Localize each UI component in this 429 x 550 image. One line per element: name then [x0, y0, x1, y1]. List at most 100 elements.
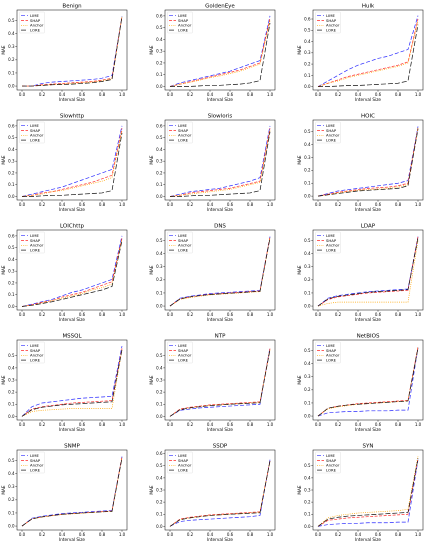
x-tick-label: 1.0 — [119, 312, 126, 317]
y-tick-label: 0.5 — [156, 353, 163, 358]
y-axis-label: MAE — [1, 485, 6, 494]
legend-label-shap: SHAP — [30, 238, 41, 243]
y-tick-label: 0.0 — [304, 413, 311, 418]
x-tick-label: 0.6 — [375, 202, 382, 207]
series-line-anchor — [317, 240, 419, 307]
chart-panel: MSSQL 0.0 0.2 0.4 0.6 0.8 1.0 0.0 0.1 0.2 0.3 0.4 0.… — [1, 334, 128, 432]
y-tick-label: 0.0 — [304, 194, 311, 199]
x-tick-label: 0.6 — [227, 312, 234, 317]
legend-label-lore: LORE — [326, 247, 337, 252]
legend-label-lime: LIME — [326, 13, 336, 18]
y-axis-label: MAE — [297, 265, 302, 274]
y-tick-label: 0.1 — [156, 182, 163, 187]
legend-label-anchor: Anchor — [326, 23, 340, 28]
chart-title: MSSQL — [62, 334, 82, 340]
y-tick-label: 0.2 — [156, 60, 163, 65]
chart-panel: DNS 0.0 0.2 0.4 0.6 0.8 1.0 0.0 0.1 0.2 0.3 0.4 0.5 I… — [149, 224, 276, 322]
legend-label-shap: SHAP — [30, 128, 41, 133]
chart-title: Benign — [62, 4, 82, 10]
y-tick-label: 0.2 — [8, 280, 15, 285]
series-line-shap — [21, 348, 123, 417]
x-axis-label: Interval Size — [355, 97, 381, 102]
legend-label-lore: LORE — [30, 137, 41, 142]
x-tick-label: 0.2 — [187, 532, 194, 537]
plot-frame — [16, 119, 128, 201]
series-line-anchor — [169, 130, 271, 197]
series-line-lime — [317, 236, 419, 307]
y-tick-label: 0.2 — [304, 168, 311, 173]
x-tick-label: 0.4 — [207, 312, 214, 317]
series-line-lore — [22, 132, 123, 197]
y-tick-label: 0.5 — [304, 28, 311, 33]
series-line-lore — [317, 237, 419, 307]
x-tick-label: 0.6 — [227, 202, 234, 207]
series-line-shap — [317, 127, 419, 197]
legend-label-anchor: Anchor — [30, 353, 44, 358]
chart-title: GoldenEye — [205, 4, 235, 10]
series-line-shap — [317, 458, 419, 527]
chart-panel: NetBIOS 0.0 0.2 0.4 0.6 0.8 1.0 0.0 0.1 0.2 0.3 0.4… — [297, 334, 424, 432]
x-tick-label: 0.2 — [39, 422, 46, 427]
x-tick-label: 0.4 — [207, 422, 214, 427]
x-tick-label: 0.2 — [187, 92, 194, 97]
chart-panel: SYN 0.0 0.2 0.4 0.6 0.8 1.0 0.0 0.1 0.2 0.3 0.4 0.5 I… — [297, 444, 424, 542]
y-axis-label: MAE — [149, 265, 154, 274]
series-line-shap — [317, 346, 419, 417]
chart-title: DNS — [214, 224, 226, 230]
x-tick-label: 0.6 — [375, 532, 382, 537]
x-tick-label: 0.6 — [79, 422, 86, 427]
y-tick-label: 0.1 — [156, 290, 163, 295]
x-tick-label: 0.4 — [59, 312, 66, 317]
y-tick-label: 0.0 — [8, 523, 15, 528]
x-tick-label: 0.4 — [59, 92, 66, 97]
y-tick-label: 0.3 — [304, 264, 311, 269]
x-tick-label: 0.4 — [355, 422, 362, 427]
x-tick-label: 1.0 — [415, 92, 422, 97]
y-axis-label: MAE — [1, 155, 6, 164]
legend-label-shap: SHAP — [326, 18, 337, 23]
y-axis-label: MAE — [297, 155, 302, 164]
y-tick-label: 0.6 — [156, 451, 163, 456]
x-tick-label: 0.8 — [99, 202, 106, 207]
y-axis-label: MAE — [1, 45, 6, 54]
legend-box — [167, 451, 193, 474]
y-tick-label: 0.0 — [156, 84, 163, 89]
y-tick-label: 0.3 — [156, 487, 163, 492]
x-tick-label: 0.8 — [99, 92, 106, 97]
legend-label-lore: LORE — [178, 357, 189, 362]
y-tick-label: 0.3 — [304, 155, 311, 160]
legend-box — [315, 121, 341, 144]
y-tick-label: 0.5 — [8, 18, 15, 23]
x-tick-label: 1.0 — [119, 92, 126, 97]
legend-label-shap: SHAP — [178, 238, 189, 243]
series-line-lore — [317, 347, 419, 417]
y-tick-label: 0.3 — [304, 50, 311, 55]
y-tick-label: 0.0 — [156, 303, 163, 308]
legend-box — [167, 341, 193, 364]
chart-panel: NTP 0.0 0.2 0.4 0.6 0.8 1.0 0.0 0.1 0.2 0.3 0.4 0.5 I… — [149, 334, 276, 432]
x-tick-label: 0.8 — [247, 312, 254, 317]
series-line-shap — [169, 460, 271, 527]
y-tick-label: 0.2 — [8, 390, 15, 395]
y-tick-label: 0.4 — [8, 31, 15, 36]
x-axis-label: Interval Size — [207, 537, 233, 542]
y-tick-label: 0.0 — [304, 84, 311, 89]
y-tick-label: 0.1 — [304, 512, 311, 517]
chart-title: Slowhttp — [60, 114, 85, 120]
y-tick-label: 0.4 — [156, 37, 163, 42]
x-tick-label: 0.2 — [187, 202, 194, 207]
legend-label-lime: LIME — [178, 13, 188, 18]
legend-label-anchor: Anchor — [178, 133, 192, 138]
series-line-shap — [21, 128, 123, 197]
y-tick-label: 0.3 — [156, 377, 163, 382]
y-tick-label: 0.5 — [304, 348, 311, 353]
chart-title: SYN — [363, 444, 374, 450]
legend-label-lore: LORE — [326, 467, 337, 472]
chart-panel: LDAP 0.0 0.2 0.4 0.6 0.8 1.0 0.0 0.1 0.2 0.3 0.4 0.5… — [297, 224, 424, 322]
x-tick-label: 0.2 — [335, 312, 342, 317]
x-axis-label: Interval Size — [207, 97, 233, 102]
chart-panel: Hulk 0.0 0.2 0.4 0.6 0.8 1.0 0.0 0.1 0.2 0.3 0.4 0.5… — [297, 4, 424, 102]
y-tick-label: 0.6 — [156, 123, 163, 128]
series-line-lime — [317, 347, 419, 417]
legend-box — [19, 451, 45, 474]
